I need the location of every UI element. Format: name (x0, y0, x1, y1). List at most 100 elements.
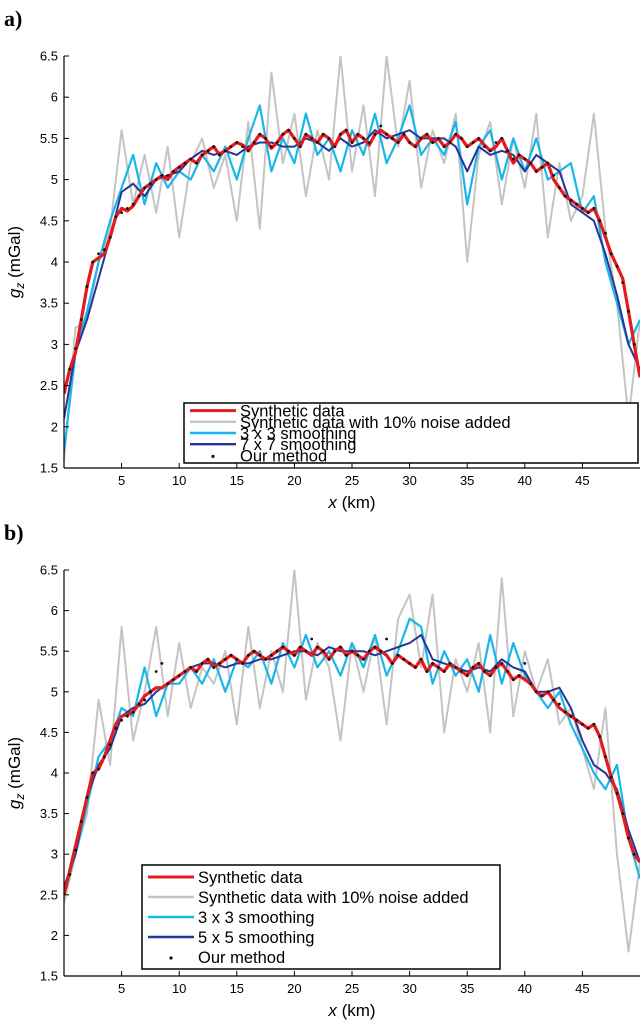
method-point (298, 145, 302, 149)
method-point (506, 149, 509, 153)
y-tick-label: 6.5 (40, 563, 58, 578)
method-point (396, 141, 400, 144)
method-point (529, 682, 532, 686)
y-tick-label: 1.5 (40, 969, 58, 984)
y-tick-label: 4 (51, 255, 58, 270)
method-point (189, 157, 193, 161)
x-axis-label: x (km) (327, 493, 375, 512)
series-line-noisy (64, 56, 640, 460)
method-point (68, 873, 72, 876)
x-axis-label-var: x (327, 1001, 337, 1020)
method-point (408, 662, 411, 665)
y-tick-label: 5.5 (40, 131, 58, 146)
method-point (615, 264, 619, 268)
method-point (367, 649, 371, 653)
method-point (442, 145, 446, 149)
y-tick-label: 5 (51, 172, 58, 187)
legend-label-smoothN: 5 x 5 smoothing (198, 929, 314, 947)
method-point (627, 310, 630, 313)
x-tick-label: 25 (345, 981, 359, 996)
method-point (97, 252, 100, 256)
method-point (316, 645, 319, 649)
x-tick-label: 10 (172, 981, 186, 996)
method-point (598, 219, 602, 223)
method-point (108, 235, 112, 239)
x-tick-label: 15 (230, 473, 244, 488)
method-point (523, 157, 527, 161)
legend-label-noisy: Synthetic data with 10% noise added (240, 414, 511, 432)
method-point (471, 666, 475, 669)
series-line-smoothN (64, 634, 640, 888)
x-axis-label-unit: (km) (337, 493, 376, 512)
method-point (385, 132, 388, 136)
method-point (258, 653, 262, 657)
method-point (160, 174, 164, 177)
method-point (379, 649, 383, 653)
y-tick-label: 1.5 (40, 461, 58, 476)
legend-label-method: Our method (240, 447, 327, 465)
method-point (454, 666, 458, 669)
method-point (74, 347, 77, 350)
method-point (241, 662, 245, 665)
method-point (137, 194, 141, 198)
method-point (177, 165, 181, 169)
method-point (460, 137, 463, 140)
method-point (172, 678, 175, 681)
method-point (356, 132, 360, 136)
method-point (592, 207, 596, 210)
method-point (367, 141, 371, 144)
method-point (558, 702, 561, 706)
method-point (483, 670, 486, 673)
method-point (425, 132, 429, 136)
method-point (189, 666, 193, 669)
method-point (195, 161, 198, 165)
x-axis-label: x (km) (327, 1001, 375, 1020)
method-point (218, 153, 221, 157)
method-point (373, 132, 377, 136)
y-axis-label-sub: z (13, 283, 27, 290)
method-point (465, 145, 469, 149)
y-axis-label: gz (mGal) (5, 226, 27, 298)
method-point (569, 714, 573, 718)
method-point (540, 694, 544, 698)
method-point (575, 718, 578, 722)
method-point (85, 285, 89, 289)
legend-box (141, 864, 501, 970)
chart-a: 1.5 2 2.5 3 3.5 4 4.5 5 5.5 6 6.5 5 10 15 20 25 30 35 40 45… (5, 49, 640, 512)
method-point (131, 202, 135, 206)
method-point (552, 174, 555, 177)
method-point (414, 666, 417, 669)
method-point (356, 653, 360, 657)
method-point (437, 666, 440, 669)
method-point (85, 796, 89, 799)
y-tick-label: 4.5 (40, 213, 58, 228)
method-point (137, 702, 141, 706)
x-tick-label: 40 (518, 473, 532, 488)
plot-area-b (64, 570, 640, 953)
method-point (310, 637, 314, 641)
x-tick-label: 45 (575, 473, 589, 488)
method-point (344, 653, 348, 657)
y-tick-label: 3.5 (40, 806, 58, 821)
method-point (402, 132, 406, 136)
method-point (627, 836, 630, 840)
method-point (350, 141, 354, 144)
method-point (632, 343, 636, 346)
chart-panel-a: a) 1.5 2 2.5 3 3.5 4 4.5 5 5.5 6 6.5 5 10 15 20 25 30 35 4… (4, 6, 640, 512)
method-point (177, 674, 181, 677)
method-point (621, 281, 625, 284)
method-point (534, 690, 538, 694)
method-point (172, 170, 175, 173)
method-point (229, 653, 233, 657)
method-point (575, 202, 578, 206)
method-point (154, 178, 158, 182)
method-point (327, 137, 331, 140)
method-point (293, 137, 296, 140)
method-point (97, 767, 100, 771)
method-point (281, 132, 285, 136)
method-point (477, 662, 481, 665)
method-point (327, 657, 331, 661)
plot-area-a (64, 56, 640, 460)
method-point (149, 690, 152, 694)
